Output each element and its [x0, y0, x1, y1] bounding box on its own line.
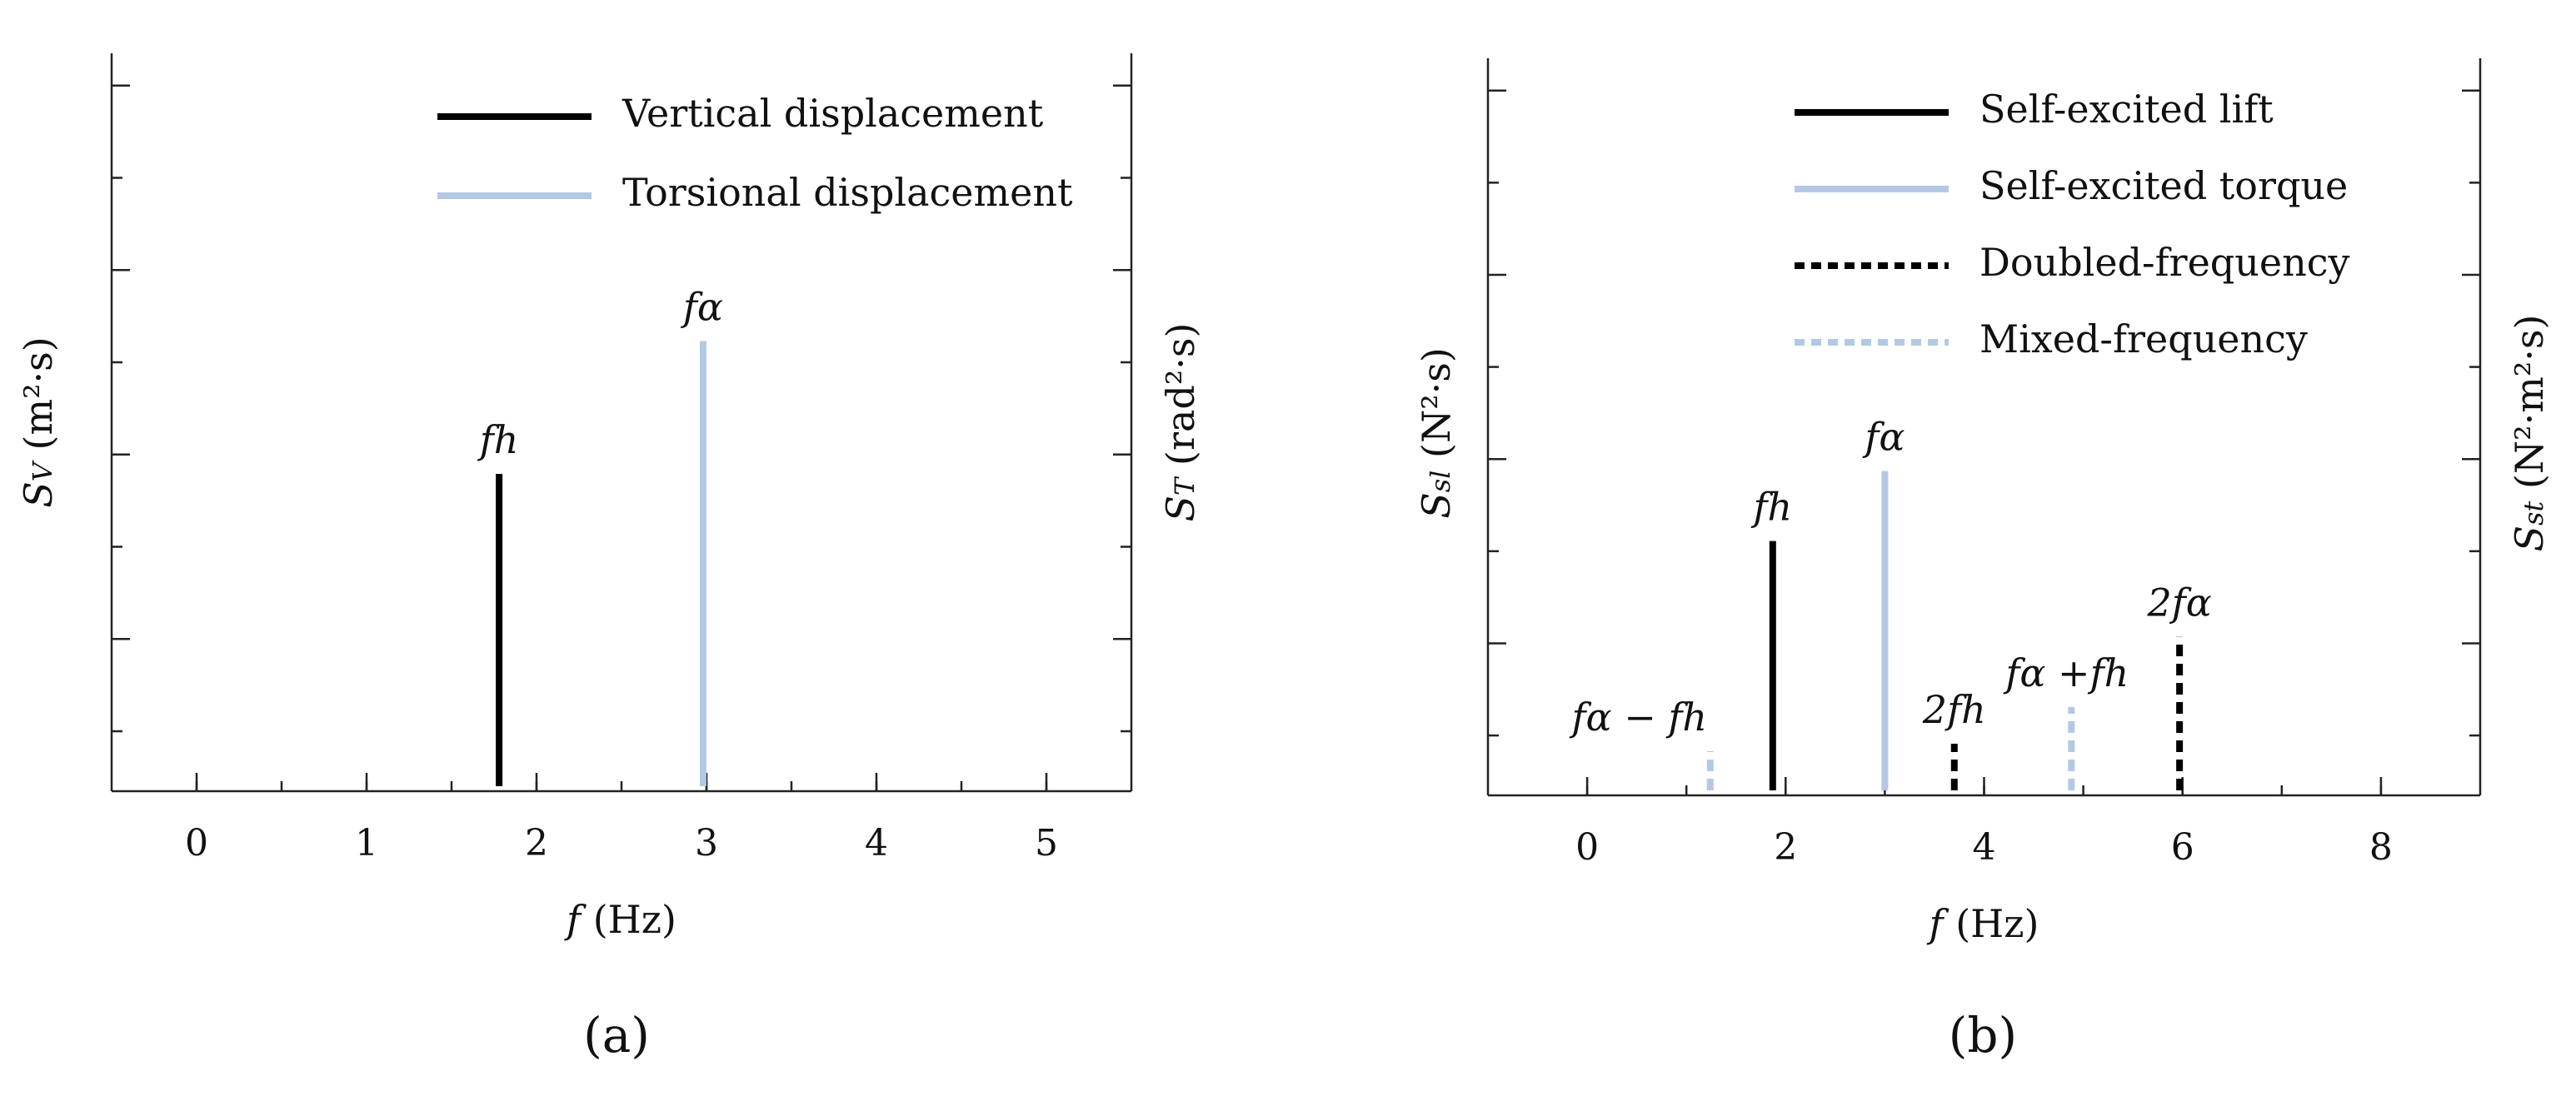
- y-axis-label-right: ST (rad²·s): [1158, 323, 1203, 522]
- peak-label: fh: [477, 417, 519, 462]
- chart-b: 0 2 4 6 8 f (Hz) Ssl (N²·s) Sst (N²·m²·s) Self-e…: [1414, 58, 2552, 1064]
- legend-label: Doubled-frequency: [1979, 240, 2349, 285]
- x-tick-label: 0: [1575, 826, 1599, 869]
- x-tick-label: 5: [1035, 822, 1058, 864]
- peak-label: 2fh: [1922, 687, 1986, 732]
- y-axis-label-right: Sst (N²·m²·s): [2507, 315, 2552, 552]
- panel-label: (b): [1949, 1007, 2017, 1064]
- peak-label: fh: [1750, 485, 1792, 530]
- x-tick-label: 6: [2171, 826, 2194, 869]
- x-tick-label: 2: [525, 822, 548, 864]
- legend-label: Self-excited torque: [1979, 163, 2348, 208]
- peak-label: fα: [681, 285, 723, 330]
- x-axis-label: f (Hz): [564, 897, 676, 942]
- x-axis-label: f (Hz): [1927, 901, 2039, 946]
- y-axis-label-left: SV (m²·s): [16, 336, 61, 507]
- legend-label: Vertical displacement: [622, 91, 1044, 136]
- panel-label: (a): [583, 1007, 650, 1064]
- x-tick-label: 3: [695, 822, 718, 864]
- peak-label: fα +fh: [2003, 650, 2129, 695]
- chart-a: 0 1 2 3 4 5 f (Hz) SV (m²·s) ST (rad²·s) Vertical…: [16, 53, 1203, 1064]
- legend-label: Self-excited lift: [1979, 87, 2274, 132]
- x-tick-label: 4: [1973, 826, 1996, 869]
- x-tick-label: 8: [2369, 826, 2393, 869]
- legend-label: Mixed-frequency: [1979, 316, 2308, 361]
- peak-label: 2fα: [2146, 580, 2211, 625]
- peak-label: fα − fh: [1570, 695, 1708, 740]
- legend-label: Torsional displacement: [622, 170, 1073, 215]
- peak-label: fα: [1862, 415, 1905, 460]
- x-tick-label: 0: [185, 822, 208, 864]
- x-tick-label: 4: [865, 822, 888, 864]
- y-axis-label-left: Ssl (N²·s): [1414, 347, 1459, 519]
- x-tick-label: 2: [1774, 826, 1797, 869]
- x-tick-label: 1: [355, 822, 378, 864]
